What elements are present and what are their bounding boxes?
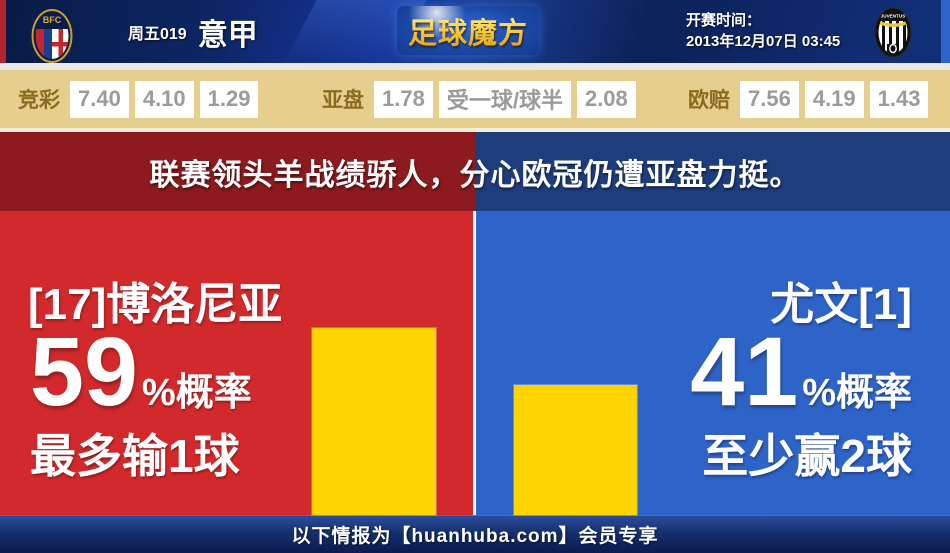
match-label: 周五019 意甲 [128, 0, 258, 63]
odds-cell-euro-away: 1.43 [869, 80, 929, 118]
footer: 以下情报为【huanhuba.com】会员专享 [0, 515, 950, 553]
kickoff-label: 开赛时间： [686, 12, 762, 29]
odds-group-oupei: 欧赔 7.56 4.19 1.43 [688, 70, 929, 128]
odds-label-yapan: 亚盘 [322, 89, 364, 112]
home-probability-bar [312, 328, 436, 515]
odds-bar: 竞彩 7.40 4.10 1.29 亚盘 1.78 受一球/球半 2.08 欧赔… [0, 70, 950, 128]
odds-label-oupei: 欧赔 [688, 89, 730, 112]
juventus-crest-icon: JUVENTUS [874, 7, 912, 63]
bologna-crest-icon: BFC [31, 9, 73, 68]
header: BFC 周五019 意甲 足球魔方 开赛时间： 2013年12月07日 03:4… [0, 0, 950, 63]
left-edge-strip [0, 0, 6, 63]
home-team-name: [17]博洛尼亚 [28, 280, 283, 329]
away-probability-bar [514, 385, 637, 515]
away-panel: 尤文[1] 41 %概率 至少赢2球 [475, 211, 950, 515]
odds-cell-asian-away: 2.08 [576, 80, 636, 118]
odds-cell-asian-home: 1.78 [374, 80, 433, 118]
home-probability: 59 %概率 [30, 317, 252, 426]
panel-divider [473, 211, 476, 515]
right-edge-strip [941, 0, 950, 63]
separator-cream [0, 128, 950, 132]
odds-cell-euro-home: 7.56 [740, 80, 799, 118]
home-panel: [17]博洛尼亚 59 %概率 最多输1球 [0, 211, 475, 515]
home-probability-suffix: %概率 [141, 372, 252, 414]
odds-label-jingcai: 竞彩 [18, 89, 60, 112]
kickoff-time: 开赛时间： 2013年12月07日 03:45 [686, 10, 840, 52]
match-code: 周五019 [128, 25, 187, 43]
odds-cell-away-win: 1.29 [199, 80, 259, 118]
odds-cell-handicap: 受一球/球半 [438, 80, 571, 118]
brand-logo: 足球魔方 [397, 6, 539, 55]
away-prediction: 至少赢2球 [702, 430, 912, 482]
odds-cell-home-win: 7.40 [70, 80, 129, 118]
headline-banner: 联赛领头羊战绩骄人，分心欧冠仍遭亚盘力挺。 [0, 132, 950, 211]
banner-half-away [475, 132, 950, 211]
separator-light [0, 63, 950, 70]
banner-half-home [0, 132, 475, 211]
svg-text:JUVENTUS: JUVENTUS [881, 14, 906, 19]
league-name: 意甲 [197, 18, 258, 52]
home-probability-number: 59 [30, 317, 138, 426]
odds-group-yapan: 亚盘 1.78 受一球/球半 2.08 [322, 70, 636, 128]
probability-panels: [17]博洛尼亚 59 %概率 最多输1球 尤文[1] 41 %概率 至少赢2球 [0, 211, 950, 515]
home-prediction: 最多输1球 [30, 430, 240, 482]
odds-cell-draw: 4.10 [134, 80, 194, 118]
away-probability-suffix: %概率 [802, 372, 912, 414]
kickoff-datetime: 2013年12月07日 03:45 [686, 33, 841, 50]
away-probability-number: 41 [690, 317, 799, 426]
brand-logo-text: 足球魔方 [408, 10, 528, 52]
odds-group-jingcai: 竞彩 7.40 4.10 1.29 [18, 70, 259, 128]
headline-text: 联赛领头羊战绩骄人，分心欧冠仍遭亚盘力挺。 [149, 158, 801, 192]
footer-text: 以下情报为【huanhuba.com】会员专享 [291, 526, 659, 547]
svg-text:BFC: BFC [43, 15, 62, 25]
odds-cell-euro-draw: 4.19 [804, 80, 864, 118]
away-probability: 41 %概率 [690, 317, 912, 426]
away-team-name: 尤文[1] [770, 280, 912, 329]
